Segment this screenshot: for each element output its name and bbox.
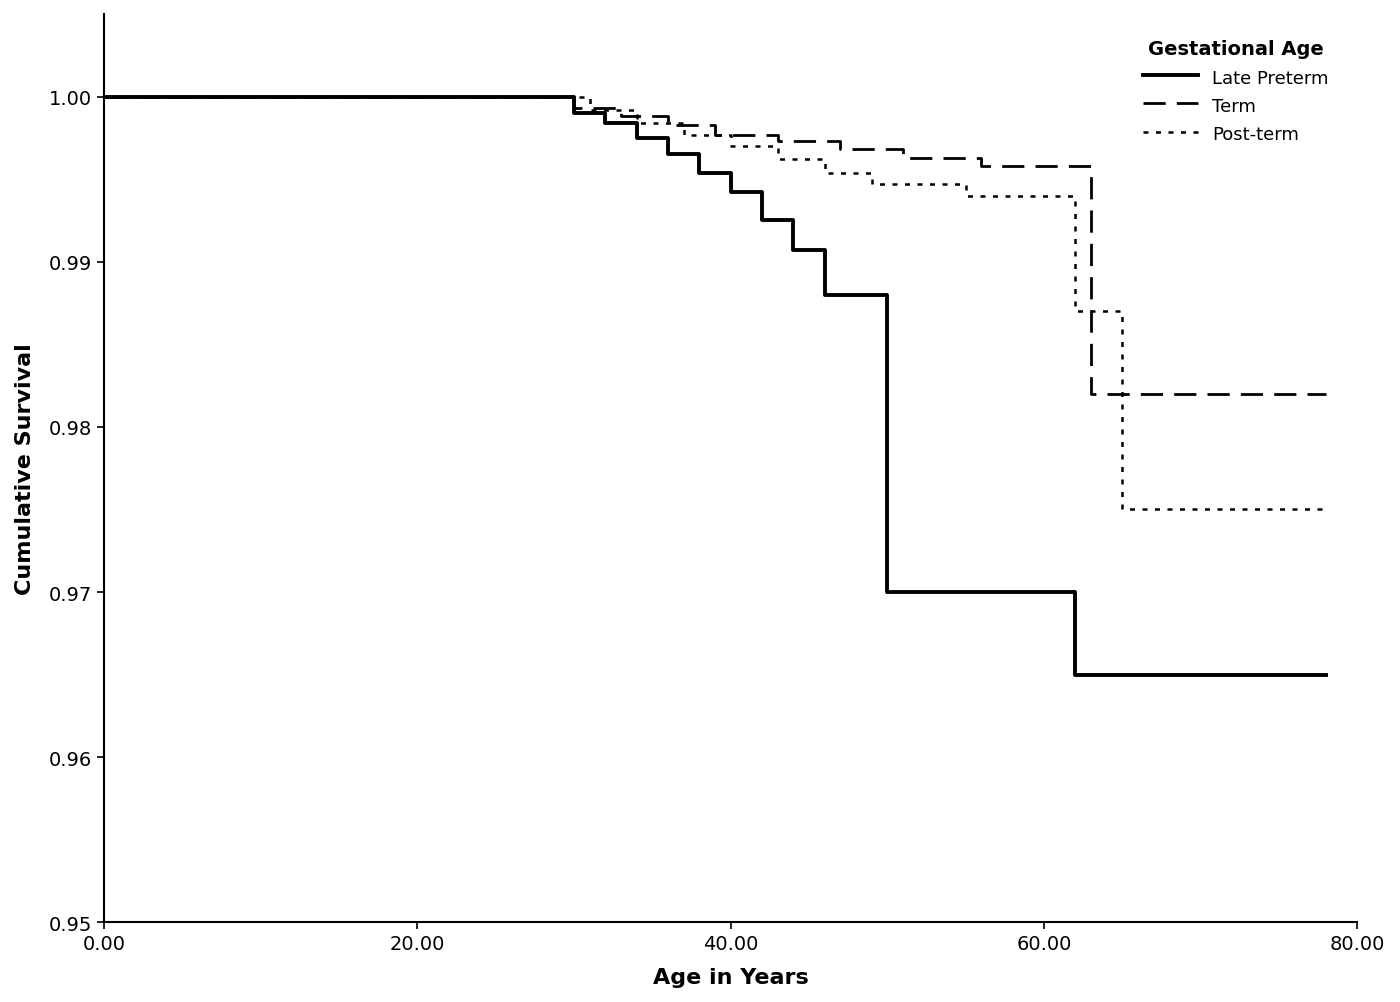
Post-term bbox=[769, 141, 785, 153]
Post-term bbox=[816, 154, 833, 166]
Term bbox=[832, 136, 848, 148]
Post-term bbox=[1317, 504, 1334, 516]
Late Preterm bbox=[596, 108, 613, 120]
Term bbox=[95, 91, 112, 103]
Post-term bbox=[722, 141, 739, 153]
Late Preterm bbox=[1317, 669, 1334, 681]
Late Preterm bbox=[722, 187, 739, 199]
Post-term bbox=[958, 179, 974, 191]
Term bbox=[1082, 160, 1099, 172]
Late Preterm bbox=[879, 586, 896, 598]
Term bbox=[1317, 389, 1334, 401]
Term bbox=[973, 160, 990, 172]
Post-term bbox=[1114, 306, 1131, 318]
Term bbox=[769, 129, 785, 141]
Post-term bbox=[816, 167, 833, 179]
Late Preterm bbox=[753, 187, 770, 199]
Term bbox=[566, 103, 582, 115]
Post-term bbox=[864, 179, 881, 191]
Late Preterm bbox=[566, 91, 582, 103]
Post-term bbox=[581, 104, 598, 116]
Late Preterm bbox=[596, 118, 613, 130]
Post-term bbox=[1067, 306, 1084, 318]
Term bbox=[769, 136, 785, 148]
Line: Term: Term bbox=[104, 97, 1326, 395]
Y-axis label: Cumulative Survival: Cumulative Survival bbox=[15, 343, 35, 594]
Post-term bbox=[722, 129, 739, 141]
Late Preterm bbox=[816, 244, 833, 257]
Late Preterm bbox=[566, 108, 582, 120]
Late Preterm bbox=[95, 91, 112, 103]
Post-term bbox=[1067, 190, 1084, 202]
Term bbox=[1082, 389, 1099, 401]
Term bbox=[707, 119, 724, 131]
Term bbox=[659, 111, 676, 123]
Late Preterm bbox=[1067, 586, 1084, 598]
X-axis label: Age in Years: Age in Years bbox=[652, 967, 809, 987]
Post-term bbox=[629, 118, 645, 130]
Late Preterm bbox=[722, 167, 739, 179]
Post-term bbox=[629, 104, 645, 116]
Late Preterm bbox=[692, 167, 708, 179]
Late Preterm bbox=[629, 118, 645, 130]
Late Preterm bbox=[753, 215, 770, 227]
Late Preterm bbox=[816, 290, 833, 302]
Late Preterm bbox=[659, 149, 676, 161]
Late Preterm bbox=[629, 132, 645, 144]
Post-term bbox=[864, 167, 881, 179]
Term bbox=[659, 119, 676, 131]
Term bbox=[613, 111, 630, 123]
Post-term bbox=[1114, 504, 1131, 516]
Late Preterm bbox=[879, 290, 896, 302]
Term bbox=[707, 129, 724, 141]
Late Preterm bbox=[785, 215, 802, 227]
Post-term bbox=[675, 129, 692, 141]
Post-term bbox=[958, 190, 974, 202]
Line: Late Preterm: Late Preterm bbox=[104, 97, 1326, 675]
Term bbox=[895, 152, 911, 164]
Late Preterm bbox=[785, 244, 802, 257]
Term bbox=[613, 103, 630, 115]
Post-term bbox=[95, 91, 112, 103]
Term bbox=[895, 144, 911, 156]
Late Preterm bbox=[692, 149, 708, 161]
Late Preterm bbox=[659, 132, 676, 144]
Post-term bbox=[675, 118, 692, 130]
Line: Post-term: Post-term bbox=[104, 97, 1326, 510]
Term bbox=[973, 152, 990, 164]
Post-term bbox=[581, 91, 598, 103]
Post-term bbox=[769, 154, 785, 166]
Legend: Late Preterm, Term, Post-term: Late Preterm, Term, Post-term bbox=[1137, 33, 1336, 151]
Term bbox=[832, 144, 848, 156]
Term bbox=[566, 91, 582, 103]
Late Preterm bbox=[1067, 669, 1084, 681]
